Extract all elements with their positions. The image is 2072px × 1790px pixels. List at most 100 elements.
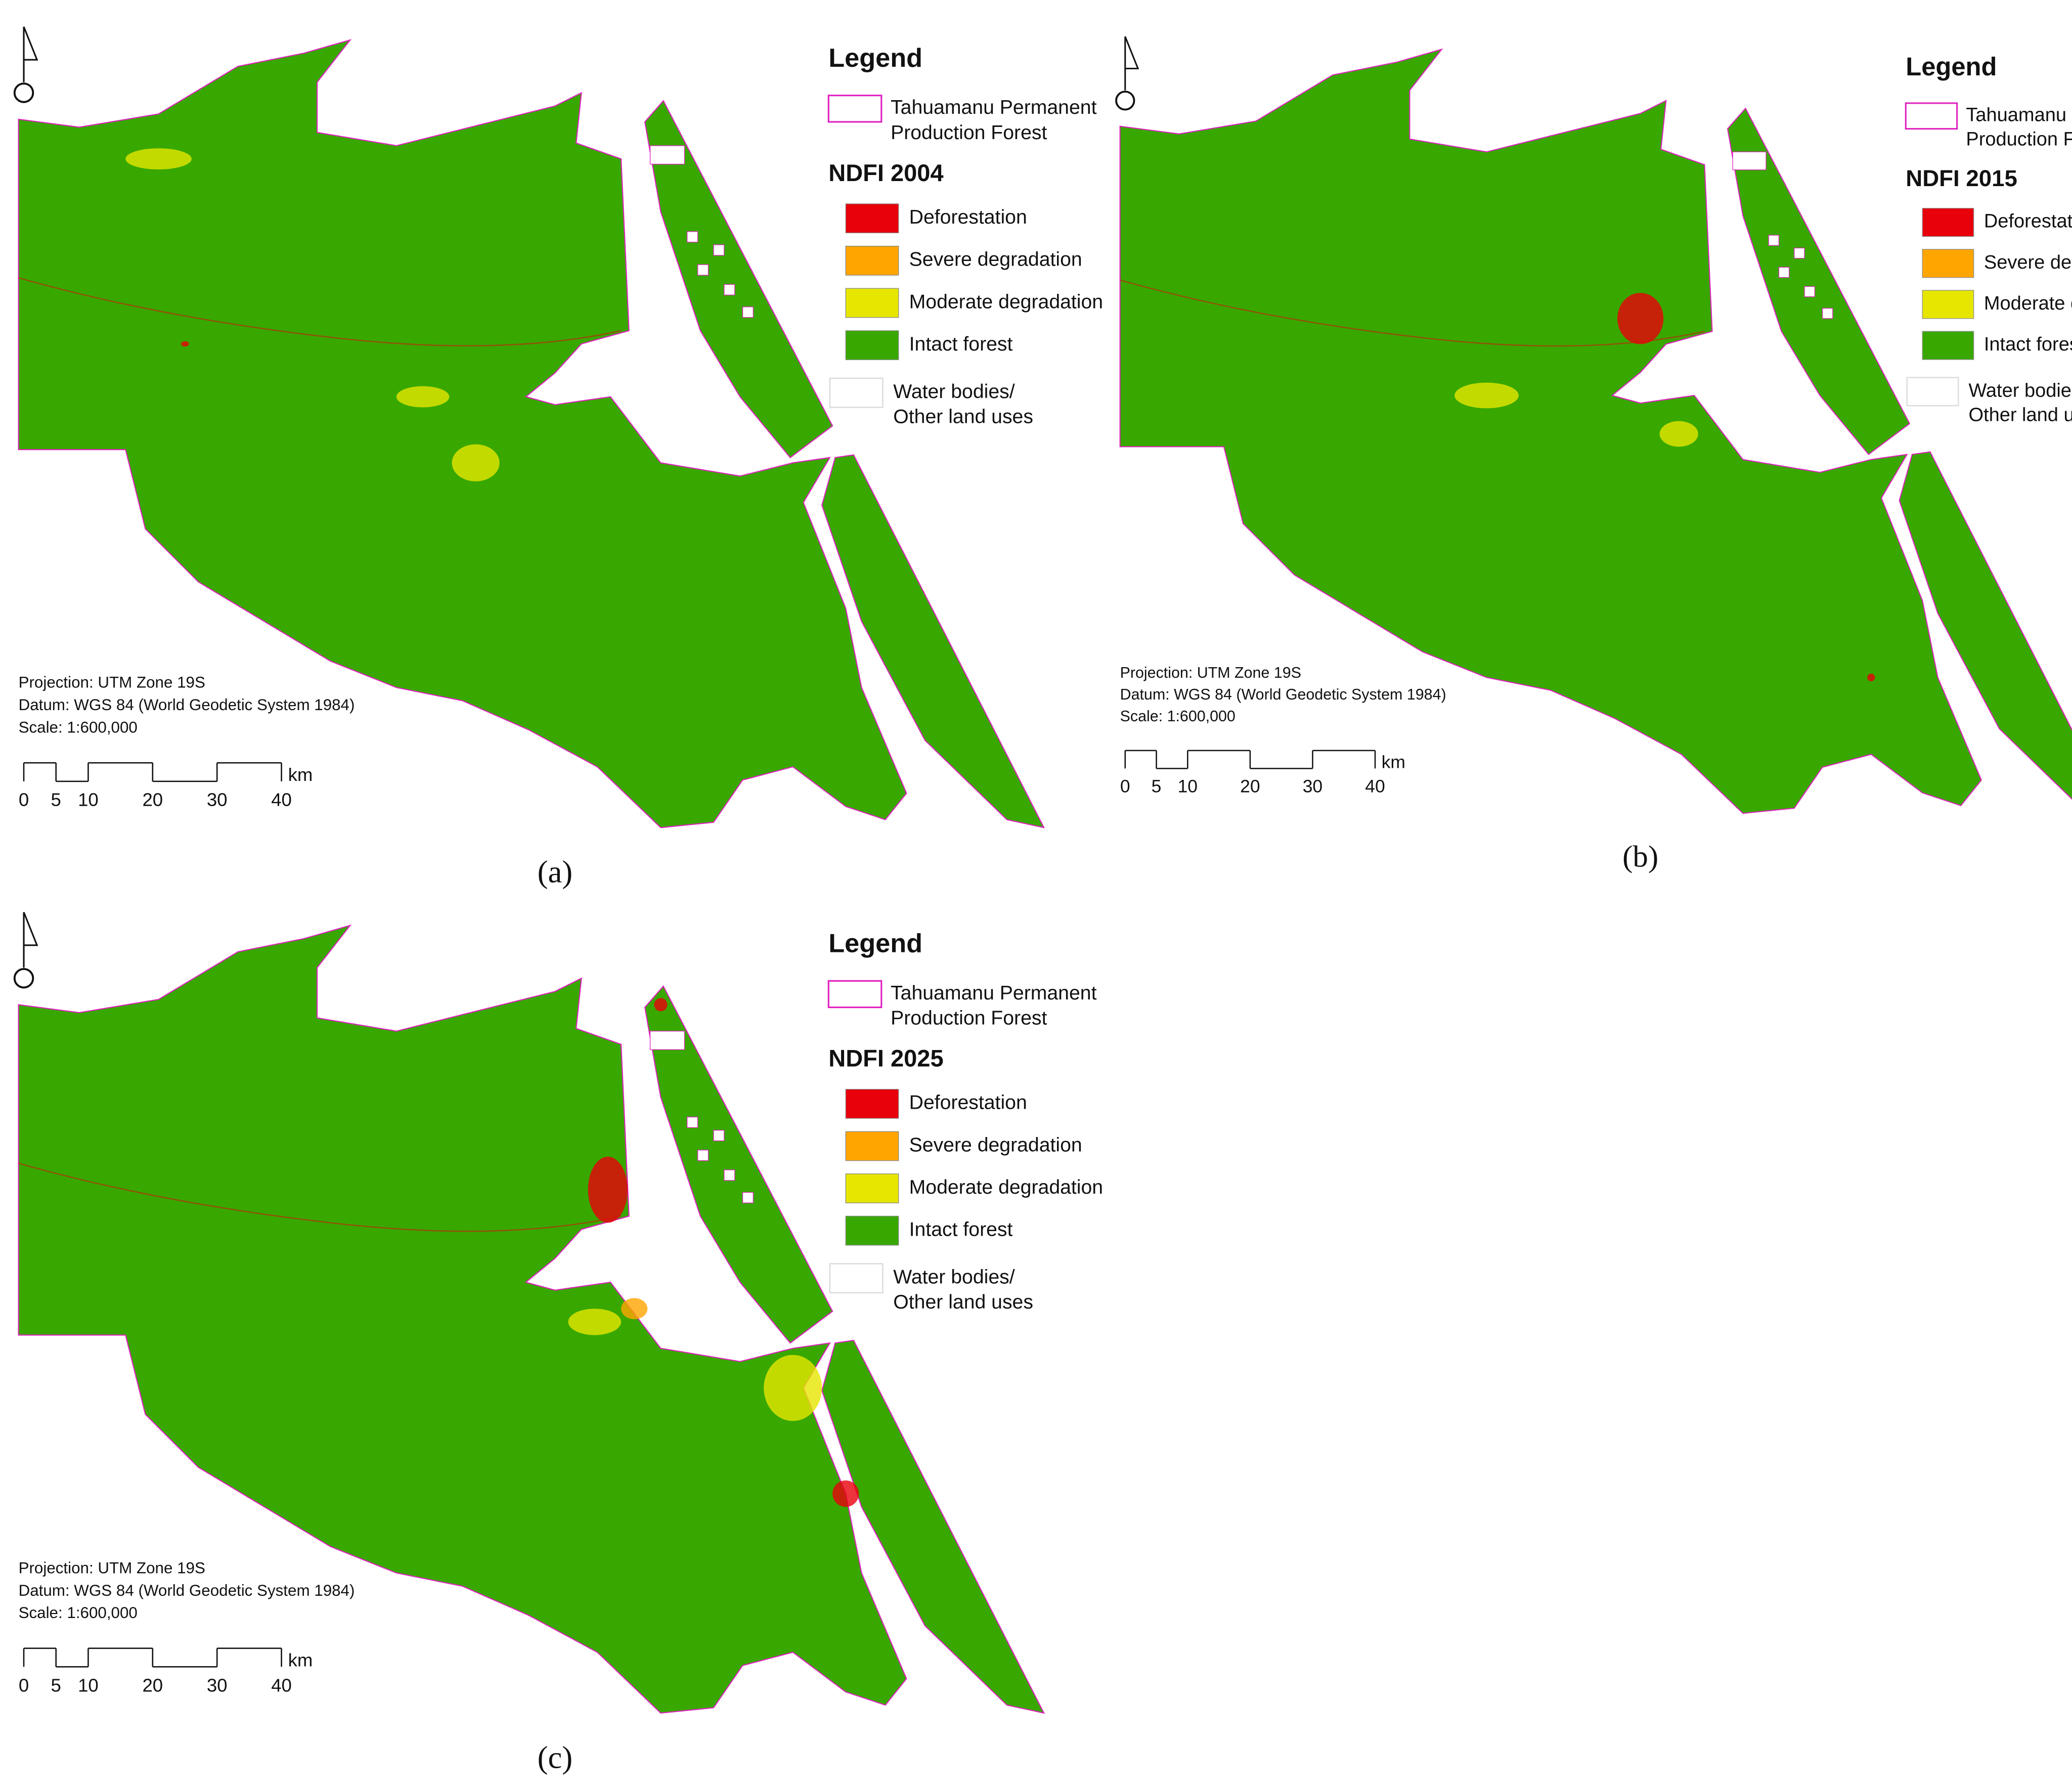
- legend-swatch: [829, 377, 884, 408]
- water-patch: [742, 1192, 754, 1203]
- scale-label: 30: [207, 790, 228, 810]
- scale-label: 40: [1365, 776, 1385, 797]
- scale-bar: [24, 762, 282, 782]
- legend-swatch: [1922, 290, 1974, 319]
- legend-title: Legend: [828, 929, 922, 958]
- water-patch: [687, 1116, 698, 1128]
- water-patch: [1768, 235, 1779, 246]
- legend-swatch: [827, 980, 883, 1009]
- water-patch: [1804, 286, 1815, 297]
- ndfi-patch: [452, 444, 500, 482]
- scale-label: 30: [207, 1675, 228, 1695]
- legend-label: Deforestation: [909, 1092, 1027, 1114]
- map-panel: Legend Tahuamanu Permanent Production Fore…: [13, 26, 1103, 890]
- water-patch: [1778, 267, 1790, 278]
- legend-swatch: [829, 1263, 884, 1294]
- legend-label: Water bodies/: [893, 381, 1015, 403]
- map-note: Datum: WGS 84 (World Geodetic System 198…: [19, 696, 355, 714]
- north-arrow-circle: [13, 968, 34, 989]
- map-note: Projection: UTM Zone 19S: [19, 1559, 205, 1577]
- scale-label: 40: [271, 1675, 292, 1695]
- legend-index-title: NDFI 2004: [828, 159, 943, 186]
- river-trace: [1120, 279, 1705, 347]
- ndfi-patch: [181, 341, 189, 347]
- ndfi-patch: [1617, 293, 1664, 344]
- legend-label: Tahuamanu Permanent: [891, 982, 1096, 1004]
- legend-label: Production Forest: [1966, 129, 2072, 150]
- map-note: Scale: 1:600,000: [19, 1604, 138, 1622]
- water-patch: [649, 1030, 685, 1050]
- ndfi-patch: [588, 1156, 628, 1223]
- legend-swatch: [1922, 208, 1974, 237]
- scale-unit: km: [288, 1650, 313, 1671]
- legend-label: Severe degradation: [1984, 252, 2072, 273]
- legend-label: Intact forest: [909, 1219, 1013, 1241]
- legend-label: Moderate degradation: [1984, 293, 2072, 314]
- scale-bar: [1125, 750, 1375, 769]
- ndfi-patch: [1867, 673, 1875, 682]
- panel-caption: (c): [538, 1739, 573, 1775]
- forest-area: [1727, 107, 1911, 455]
- scale-label: 40: [271, 790, 292, 810]
- legend-label: Intact forest: [909, 333, 1013, 355]
- scale-label: 5: [51, 1675, 61, 1695]
- ndfi-patch: [764, 1355, 822, 1421]
- legend-index-title: NDFI 2025: [828, 1045, 943, 1072]
- river-trace: [18, 277, 622, 346]
- water-patch: [1732, 151, 1767, 170]
- legend-swatch: [1905, 102, 1958, 130]
- scale-label: 0: [1120, 776, 1130, 797]
- ndfi-patch: [1659, 421, 1698, 447]
- map-note: Projection: UTM Zone 19S: [19, 674, 205, 691]
- scale-bar: [24, 1647, 282, 1668]
- scale-label: 0: [19, 790, 29, 810]
- scale-unit: km: [288, 764, 313, 785]
- legend-title: Legend: [1906, 52, 1997, 81]
- water-patch: [713, 244, 725, 256]
- legend-label: Tahuamanu Permanent: [1966, 104, 2072, 125]
- forest-area: [821, 454, 1045, 828]
- legend-label: Water bodies/: [1968, 380, 2072, 401]
- legend-label: Tahuamanu Permanent: [891, 97, 1096, 118]
- forest-area: [644, 985, 833, 1344]
- forest-area: [644, 100, 833, 459]
- legend-label: Moderate degradation: [909, 1176, 1103, 1198]
- scale-label: 30: [1303, 776, 1322, 797]
- forest-area: [1899, 451, 2072, 800]
- legend-swatch: [845, 330, 899, 360]
- map-panel: Legend Tahuamanu Permanent Production Fore…: [1115, 36, 2072, 874]
- water-patch: [687, 231, 698, 243]
- legend-label: Intact forest: [1984, 334, 2072, 355]
- legend-label: Production Forest: [891, 1007, 1047, 1029]
- forest-area: [18, 39, 907, 828]
- ndfi-patch: [568, 1308, 622, 1335]
- legend-swatch: [845, 288, 899, 318]
- legend-label: Deforestation: [909, 206, 1027, 228]
- north-arrow: [23, 26, 38, 82]
- legend-label: Other land uses: [1968, 404, 2072, 425]
- legend-swatch: [845, 1088, 899, 1119]
- legend-swatch: [845, 1131, 899, 1161]
- water-patch: [724, 1169, 735, 1181]
- water-patch: [1794, 247, 1805, 259]
- water-patch: [697, 1150, 709, 1161]
- map-panel: Legend Tahuamanu Permanent Production Fore…: [13, 911, 1103, 1775]
- legend-index-title: NDFI 2015: [1906, 165, 2017, 191]
- legend-swatch: [845, 1215, 899, 1246]
- forest-area: [821, 1339, 1045, 1714]
- north-arrow-circle: [13, 82, 34, 103]
- scale-label: 20: [142, 790, 163, 810]
- north-arrow: [23, 911, 38, 968]
- ndfi-patch: [832, 1480, 859, 1507]
- river-trace: [18, 1162, 622, 1232]
- legend-label: Other land uses: [893, 1291, 1033, 1313]
- map-note: Scale: 1:600,000: [1120, 708, 1236, 725]
- water-patch: [713, 1129, 725, 1142]
- ndfi-patch: [654, 998, 668, 1012]
- panel-caption: (a): [538, 854, 573, 890]
- legend-title: Legend: [828, 43, 922, 73]
- legend-swatch: [845, 245, 899, 276]
- scale-label: 20: [142, 1675, 163, 1695]
- legend-label: Deforestation: [1984, 211, 2072, 232]
